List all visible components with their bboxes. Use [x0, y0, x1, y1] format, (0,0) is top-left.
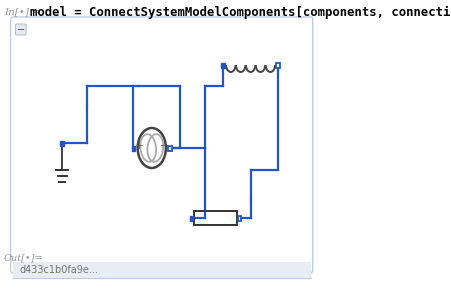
Text: Out[•]=: Out[•]= [4, 253, 43, 262]
Bar [60, 140, 64, 146]
Bar [276, 62, 279, 67]
Bar [237, 216, 240, 220]
Bar [168, 146, 171, 151]
Bar [189, 216, 193, 220]
Text: model = ConnectSystemModelComponents[components, connections]: model = ConnectSystemModelComponents[com… [30, 6, 451, 19]
Text: d433c1b0fa9e...: d433c1b0fa9e... [20, 265, 98, 275]
Text: −: − [160, 141, 169, 151]
Bar [131, 146, 135, 151]
Bar [221, 62, 224, 67]
Text: In[•]:=: In[•]:= [4, 7, 41, 16]
Bar [13, 262, 310, 278]
Text: −: − [17, 24, 25, 34]
Bar [194, 211, 236, 225]
FancyBboxPatch shape [15, 24, 26, 35]
FancyBboxPatch shape [10, 17, 312, 273]
Text: +: + [134, 141, 143, 151]
